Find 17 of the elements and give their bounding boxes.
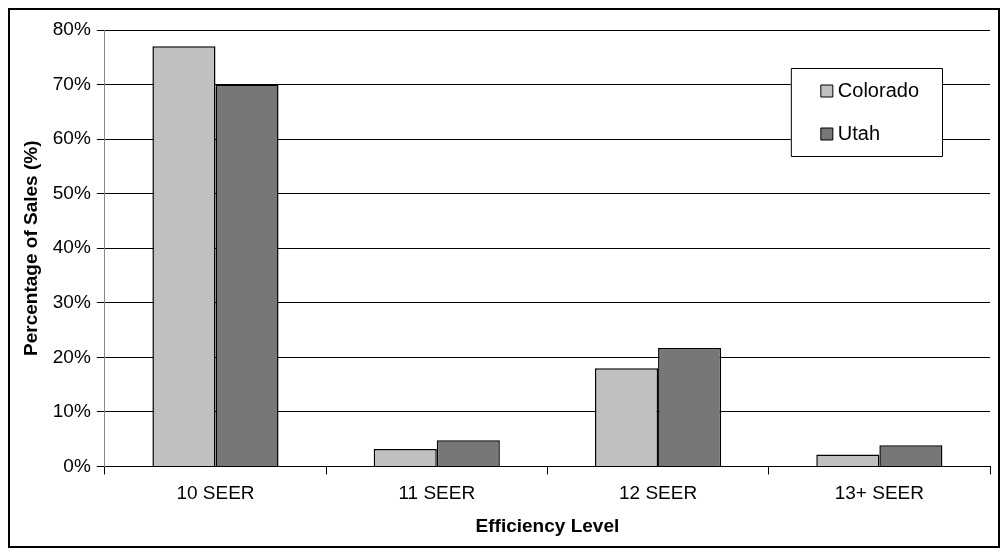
x-tick-label: 12 SEER xyxy=(618,482,698,504)
y-tick-label: 10% xyxy=(52,400,91,422)
x-tick-label: 11 SEER xyxy=(398,482,476,504)
y-tick-label: 80% xyxy=(52,18,91,40)
y-tick-label: 40% xyxy=(52,236,91,258)
legend-label: Utah xyxy=(837,121,881,144)
y-tick-label: 50% xyxy=(52,181,91,203)
y-axis-title: Percentage of Sales (%) xyxy=(19,140,41,356)
x-tick-label: 13+ SEER xyxy=(834,482,924,504)
x-axis-title: Efficiency Level xyxy=(475,514,620,536)
y-tick-label: 30% xyxy=(52,290,91,312)
y-tick-label: 0% xyxy=(63,454,91,476)
y-tick-label: 20% xyxy=(52,345,91,367)
x-tick-label: 10 SEER xyxy=(176,482,255,504)
y-tick-label: 70% xyxy=(52,72,91,94)
legend-label: Colorado xyxy=(837,78,920,101)
y-tick-label: 60% xyxy=(52,127,91,149)
